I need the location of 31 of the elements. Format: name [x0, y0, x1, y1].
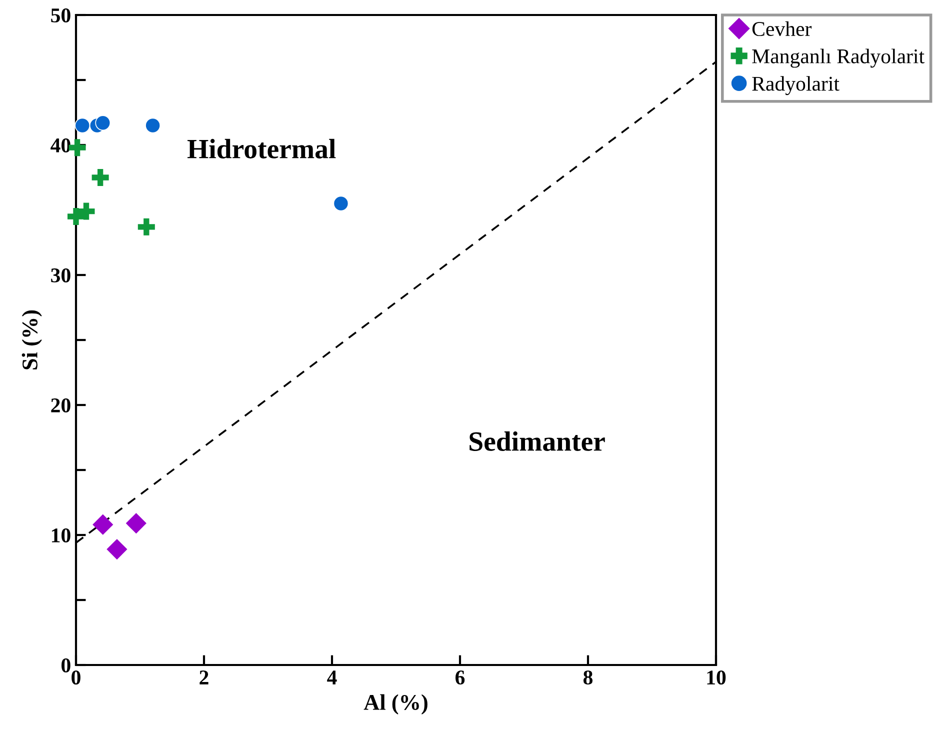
point [74, 118, 90, 134]
y-tick-label: 30 [51, 268, 70, 282]
point [138, 218, 155, 236]
y-tick-label: 10 [52, 528, 70, 542]
y-tick-label: 0 [62, 658, 70, 672]
point [106, 539, 128, 560]
x-tick-label: 10 [707, 670, 726, 685]
x-tick-label: 4 [327, 670, 337, 684]
point [67, 208, 85, 226]
legend-label: Cevher [752, 21, 812, 36]
y-tick-label: 40 [50, 138, 70, 152]
point [333, 196, 349, 212]
x-tick-label: 6 [456, 670, 465, 685]
legend-label: Radyolarit [752, 76, 840, 96]
y-tick-label: 20 [51, 398, 70, 412]
x-axis-title: Al (%) [364, 694, 428, 714]
x-tick-label: 8 [583, 670, 593, 685]
x-tick-label: 0 [72, 670, 80, 685]
annotation: Hidrotermal [187, 138, 336, 158]
point [92, 514, 114, 535]
annotation: Sedimanter [470, 431, 605, 451]
y-axis-title: Si (%) [22, 310, 42, 370]
point [95, 115, 111, 131]
point [145, 118, 161, 134]
y-tick-label: 50 [51, 8, 70, 22]
legend-label: Manganlı Radyolarit [752, 48, 924, 68]
point [126, 513, 146, 534]
point [68, 139, 86, 156]
x-tick-label: 2 [200, 670, 208, 684]
point [92, 168, 109, 186]
point [78, 202, 95, 220]
